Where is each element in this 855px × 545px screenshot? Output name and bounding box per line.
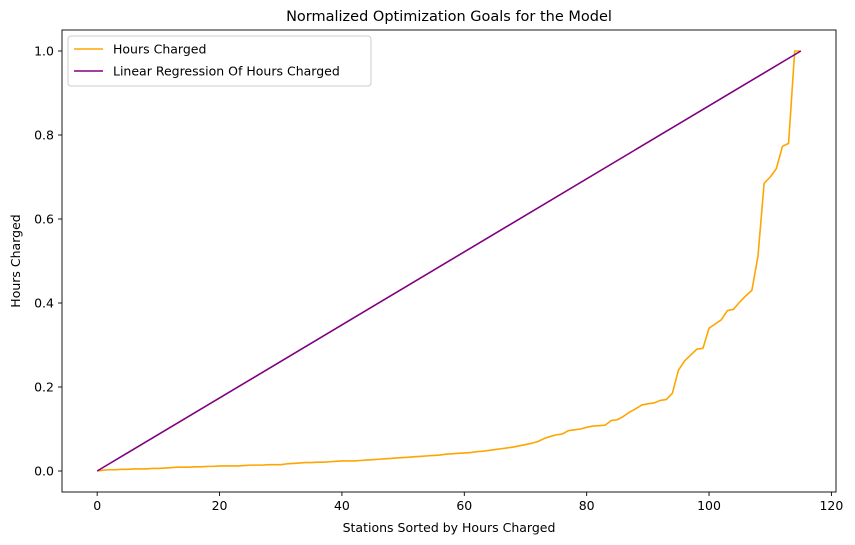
x-tick-label: 40 xyxy=(334,498,350,513)
series-line-0 xyxy=(97,50,801,472)
y-tick-label: 0.6 xyxy=(34,212,54,227)
series-layer xyxy=(96,50,802,472)
series-line-1 xyxy=(96,50,802,472)
y-axis-label: Hours Charged xyxy=(8,214,23,307)
x-tick-label: 120 xyxy=(819,498,843,513)
y-tick-label: 0.0 xyxy=(34,464,54,479)
x-axis-label: Stations Sorted by Hours Charged xyxy=(343,520,556,535)
y-tick-label: 0.8 xyxy=(34,128,54,143)
legend: Hours Charged Linear Regression Of Hours … xyxy=(67,35,372,87)
legend-box xyxy=(67,35,372,87)
y-tick-label: 0.2 xyxy=(34,380,54,395)
x-axis: 0 20 40 60 80 100 120 xyxy=(93,492,843,513)
plot-area-frame xyxy=(61,29,837,493)
x-tick-label: 20 xyxy=(212,498,228,513)
y-tick-label: 1.0 xyxy=(34,44,54,59)
y-axis: 0.0 0.2 0.4 0.6 0.8 1.0 xyxy=(34,44,62,479)
x-tick-label: 0 xyxy=(93,498,101,513)
x-tick-label: 100 xyxy=(697,498,721,513)
legend-label-0: Hours Charged xyxy=(113,42,206,57)
x-tick-label: 80 xyxy=(579,498,595,513)
chart-title: Normalized Optimization Goals for the Mo… xyxy=(286,9,612,25)
y-tick-label: 0.4 xyxy=(34,296,54,311)
legend-label-1: Linear Regression Of Hours Charged xyxy=(113,64,340,79)
x-tick-label: 60 xyxy=(456,498,472,513)
